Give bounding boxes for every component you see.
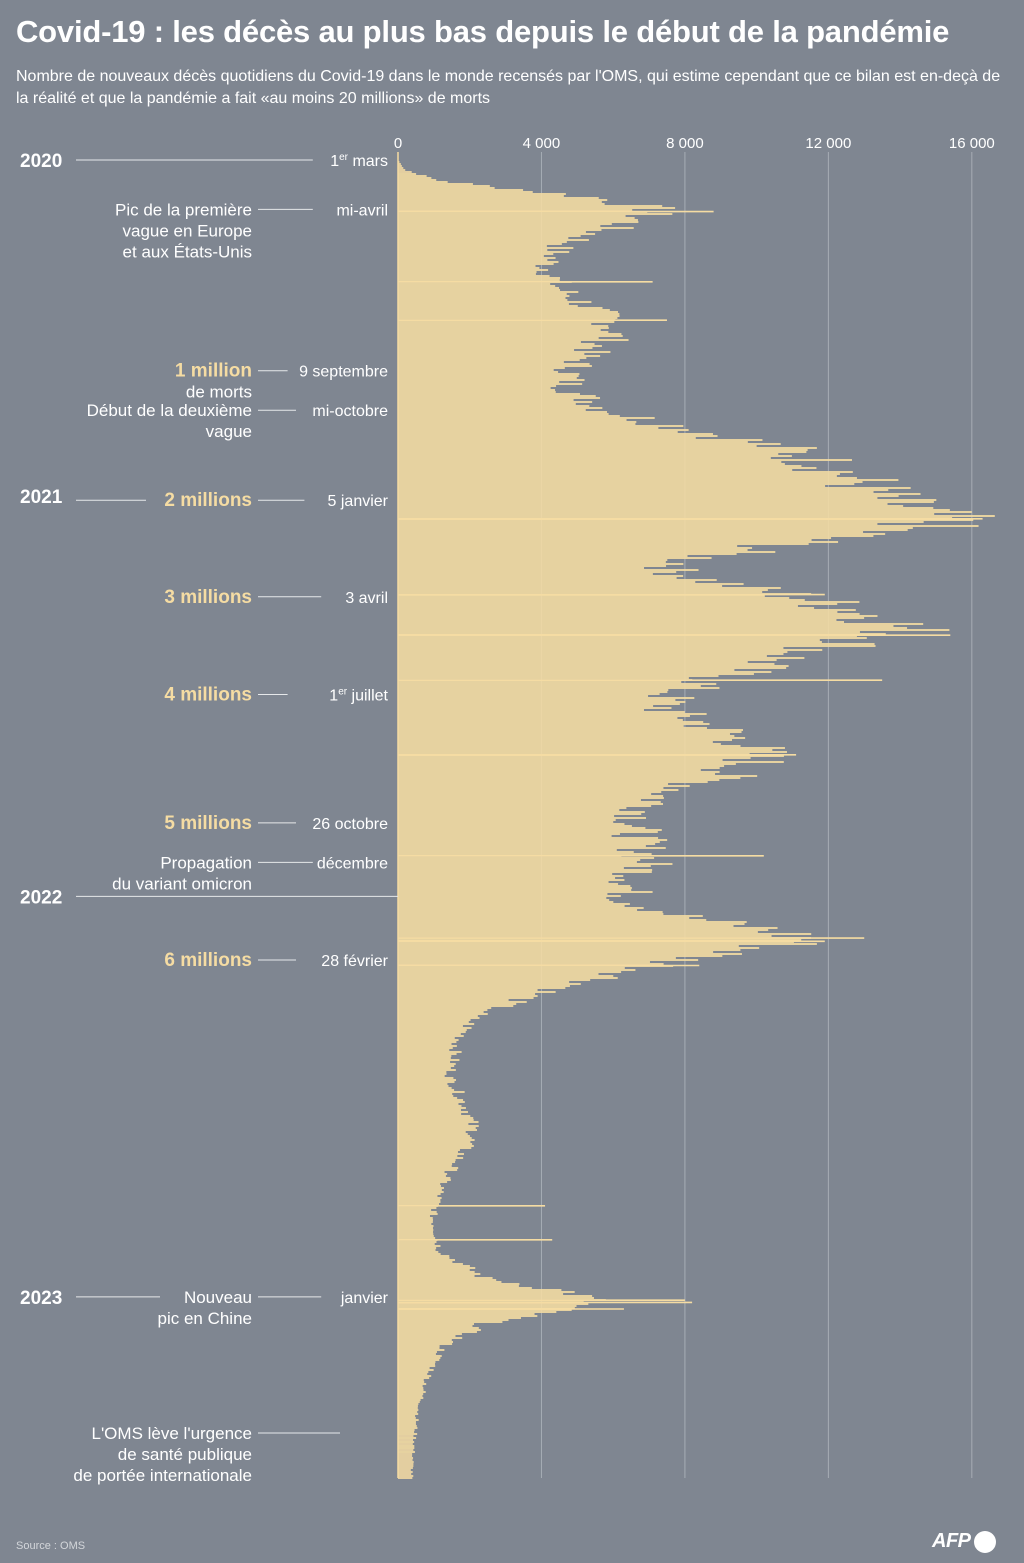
annotation-text: L'OMS lève l'urgence xyxy=(91,1424,252,1443)
year-label: 2020 xyxy=(20,151,62,172)
chart-title: Covid-19 : les décès au plus bas depuis … xyxy=(16,14,950,49)
annotation-text: et aux États-Unis xyxy=(123,242,252,261)
x-tick-label: 0 xyxy=(394,135,402,152)
annotation-text: du variant omicron xyxy=(112,874,252,893)
year-label: 2022 xyxy=(20,887,62,908)
annotation-text: de santé publique xyxy=(118,1445,252,1464)
annotation-text: de portée internationale xyxy=(73,1466,252,1485)
chart-subtitle: Nombre de nouveaux décès quotidiens du C… xyxy=(16,68,1001,107)
annotation-date-label: mi-octobre xyxy=(312,403,388,420)
annotation-date-label: 26 octobre xyxy=(312,816,388,833)
annotation-text: Début de la deuxième xyxy=(87,401,252,420)
annotation-date-label: 1er mars xyxy=(330,152,388,170)
annotation-date-label: 3 avril xyxy=(345,590,388,607)
milestone-label: 3 millions xyxy=(164,587,252,608)
milestone-label: 4 millions xyxy=(164,684,252,705)
annotation-text: de morts xyxy=(186,383,252,402)
annotation-text: Nouveau xyxy=(184,1288,252,1307)
annotation-text: pic en Chine xyxy=(157,1309,252,1328)
year-label: 2023 xyxy=(20,1288,62,1309)
year-label: 2021 xyxy=(20,487,63,508)
annotation-date-label: janvier xyxy=(340,1290,389,1307)
annotation-text: Pic de la première xyxy=(115,200,252,219)
afp-logo-text: AFP xyxy=(932,1530,971,1552)
x-tick-label: 8 000 xyxy=(666,135,704,152)
annotation-date-label: 9 septembre xyxy=(299,364,388,381)
milestone-label: 6 millions xyxy=(164,950,252,971)
annotation-date-label: 1er juillet xyxy=(329,686,388,704)
annotation-date-label: décembre xyxy=(317,855,388,872)
afp-logo-dot xyxy=(973,1530,996,1553)
x-tick-label: 12 000 xyxy=(805,135,851,152)
annotation-text: Propagation xyxy=(160,853,252,872)
annotation-date-label: 5 janvier xyxy=(328,493,389,510)
x-tick-label: 16 000 xyxy=(949,135,995,152)
annotation-text: vague xyxy=(206,422,252,441)
afp-logo: AFP xyxy=(932,1530,996,1553)
milestone-label: 5 millions xyxy=(164,813,252,834)
milestone-label: 1 million xyxy=(175,361,252,382)
source-note: Source : OMS xyxy=(16,1540,86,1552)
annotation-date-label: 28 février xyxy=(321,953,388,970)
annotation-date-label: mi-avril xyxy=(336,202,388,219)
annotation-text: vague en Europe xyxy=(123,221,253,240)
x-tick-label: 4 000 xyxy=(523,135,561,152)
milestone-label: 2 millions xyxy=(164,490,252,511)
